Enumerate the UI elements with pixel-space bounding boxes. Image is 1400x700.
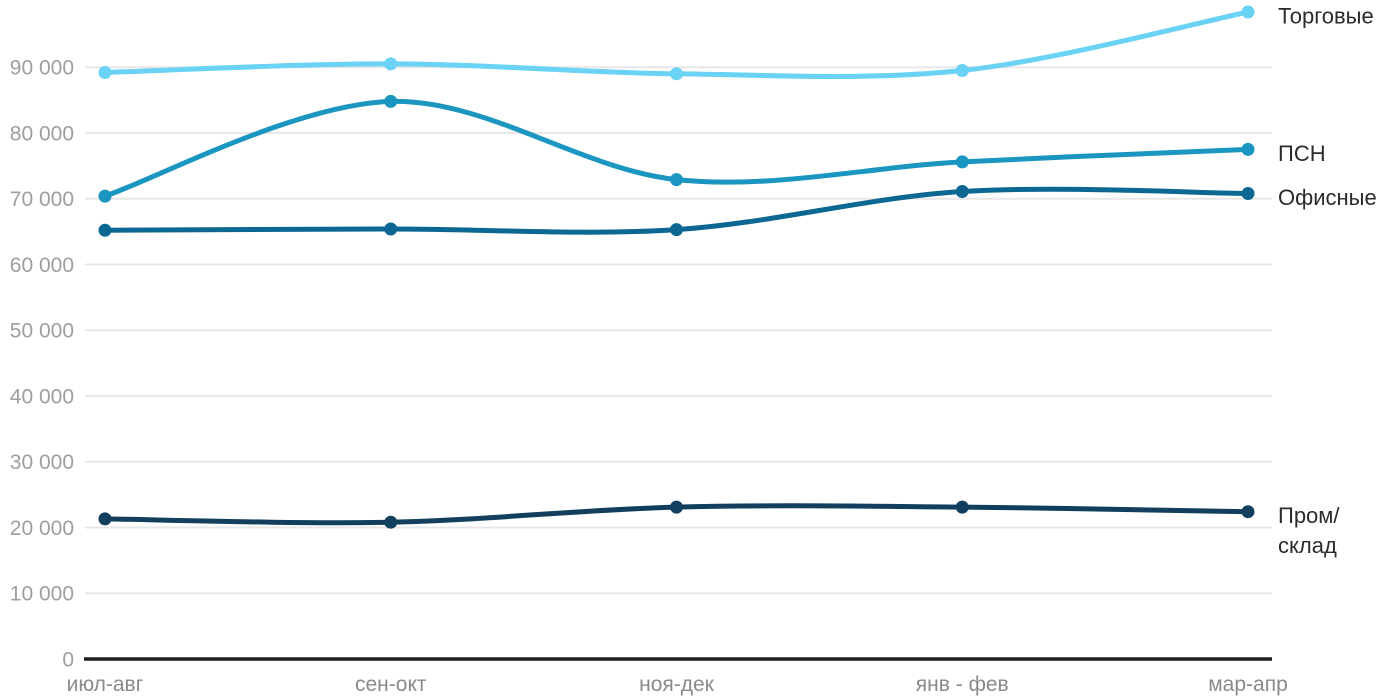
y-tick-label: 0 [62,649,74,672]
y-tick-label: 50 000 [10,320,74,343]
data-point[interactable] [1241,5,1255,19]
data-point[interactable] [670,173,683,187]
y-tick-label: 80 000 [10,122,74,145]
x-tick-label: июл-авг [67,673,144,696]
data-point[interactable] [670,500,683,514]
data-point[interactable] [98,223,112,237]
series-label: ПСН [1278,141,1326,166]
series-label: Офисные [1278,185,1377,210]
y-tick-label: 40 000 [10,385,74,408]
y-tick-label: 20 000 [10,517,74,540]
data-point[interactable] [384,94,398,108]
x-tick-label: янв - фев [916,673,1009,696]
data-point[interactable] [1241,187,1255,200]
data-point[interactable] [1241,505,1255,519]
x-tick-label: сен-окт [355,673,427,696]
series-label: склад [1278,533,1337,558]
data-point[interactable] [98,512,112,526]
data-point[interactable] [955,185,969,198]
y-tick-label: 70 000 [10,188,74,211]
x-tick-label: мар-апр [1208,673,1288,696]
series-label: Пром/ [1278,503,1340,528]
data-point[interactable] [670,223,683,237]
y-tick-label: 30 000 [10,451,74,474]
data-point[interactable] [384,515,398,529]
x-tick-label: ноя-дек [639,673,715,696]
data-point[interactable] [384,57,398,71]
y-tick-label: 90 000 [10,57,74,80]
series-label: Торговые [1278,4,1374,29]
data-point[interactable] [955,64,969,77]
data-point[interactable] [670,67,683,81]
y-tick-label: 10 000 [10,583,74,606]
data-point[interactable] [98,189,112,203]
data-point[interactable] [1241,142,1255,156]
y-tick-label: 60 000 [10,254,74,277]
data-point[interactable] [955,155,969,169]
data-point[interactable] [98,66,112,79]
data-point[interactable] [955,500,969,514]
data-point[interactable] [384,222,398,236]
